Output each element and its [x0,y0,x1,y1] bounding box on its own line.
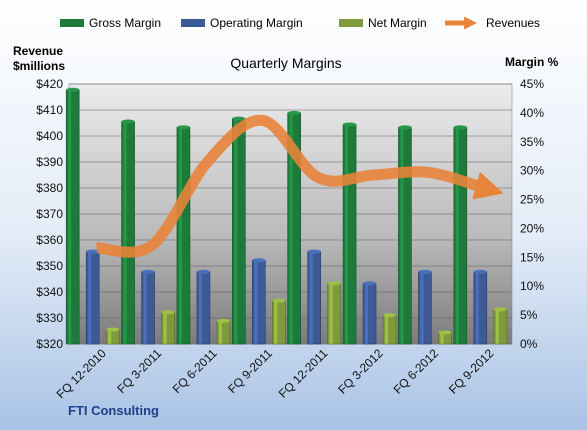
revenues-line [96,114,504,258]
left-tick-label: $380 [36,181,63,195]
bar-operating-margin [362,281,377,345]
bar-net-margin [161,310,175,345]
bar-gross-margin [453,125,468,345]
left-axis-label-line1: Revenue [13,44,63,58]
legend-swatch-net-margin [339,19,363,27]
left-tick-label: $370 [36,207,63,221]
bar-operating-margin [141,269,155,345]
legend: Gross Margin Operating Margin Net Margin… [60,16,540,30]
right-axis-ticks: 0% 5% 10% 15% 20% 25% 30% 35% 40% 45% [520,77,544,351]
bar-operating-margin [418,269,432,345]
bar-gross-margin [65,87,80,345]
bar-gross-margin [232,116,246,345]
legend-label-operating-margin: Operating Margin [210,16,303,30]
bar-operating-margin [473,269,488,345]
left-axis-ticks: $320 $330 $340 $350 $360 $370 $380 $390 $400 $410… [36,77,63,351]
left-axis-label-line2: $millions [13,59,65,73]
bar-net-margin [493,307,508,345]
left-tick-label: $400 [36,129,63,143]
right-tick-label: 30% [520,164,544,178]
left-tick-label: $410 [36,103,63,117]
bar-net-margin [438,330,452,345]
right-tick-label: 25% [520,193,544,207]
left-tick-label: $420 [36,77,63,91]
left-tick-label: $360 [36,233,63,247]
left-tick-label: $340 [36,285,63,299]
revenue-line-group [96,114,504,258]
bar-operating-margin [196,269,211,345]
left-tick-label: $330 [36,311,63,325]
bar-gross-margin [398,125,412,345]
right-tick-label: 10% [520,279,544,293]
right-tick-label: 40% [520,106,544,120]
right-axis-label: Margin % [505,55,559,69]
right-tick-label: 20% [520,221,544,235]
right-tick-label: 15% [520,250,544,264]
legend-label-gross-margin: Gross Margin [89,16,161,30]
bar-gross-margin [342,122,357,345]
legend-swatch-gross-margin [60,19,84,27]
bar-operating-margin [252,258,266,345]
bar-net-margin [105,327,120,345]
legend-label-net-margin: Net Margin [368,16,427,30]
chart-title: Quarterly Margins [230,55,341,71]
bar-net-margin [327,281,341,345]
bar-operating-margin [307,249,321,345]
bar-operating-margin [85,249,100,345]
bar-net-margin [382,313,397,345]
bar-gross-margin [287,110,301,345]
left-tick-label: $390 [36,155,63,169]
right-tick-label: 35% [520,135,544,149]
legend-label-revenues: Revenues [486,16,540,30]
bar-gross-margin [176,125,191,345]
bar-net-margin [216,318,231,345]
bar-net-margin [272,298,286,345]
legend-swatch-operating-margin [181,19,205,27]
right-tick-label: 0% [520,337,538,351]
bar-gross-margin [121,119,135,345]
right-tick-label: 45% [520,77,544,91]
left-tick-label: $320 [36,337,63,351]
source-label: FTI Consulting [68,403,159,418]
left-tick-label: $350 [36,259,63,273]
right-tick-label: 5% [520,308,538,322]
